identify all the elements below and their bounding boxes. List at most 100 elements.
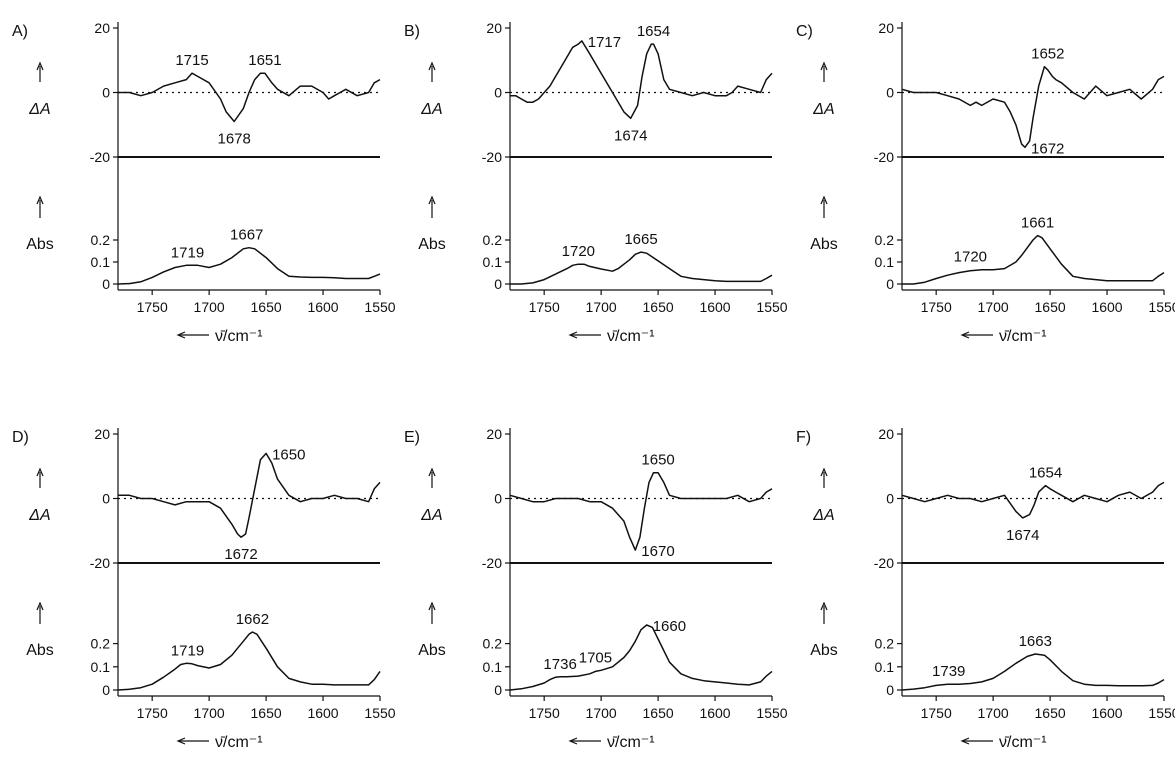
x-axis-label: ν̄/cm⁻¹ xyxy=(215,328,263,345)
diff-y-label: ΔA xyxy=(420,101,442,118)
peak-label: 1719 xyxy=(171,642,204,659)
x-tick-label: 1750 xyxy=(137,299,168,315)
x-tick-label: 1550 xyxy=(756,299,787,315)
diff-y-tick-label: -20 xyxy=(874,149,894,165)
abs-y-tick-label: 0.2 xyxy=(91,636,111,652)
abs-y-tick-label: 0.1 xyxy=(875,254,895,270)
x-arrow-head xyxy=(568,737,578,745)
abs-series-line xyxy=(117,246,381,285)
x-tick-label: 1750 xyxy=(921,705,952,721)
x-arrow-head xyxy=(176,737,186,745)
abs-y-label: Abs xyxy=(810,236,838,253)
x-arrow-head xyxy=(176,331,186,339)
x-tick-label: 1650 xyxy=(1035,299,1066,315)
diff-y-tick-label: 20 xyxy=(94,426,110,442)
diff-y-tick-label: 0 xyxy=(494,85,502,101)
x-tick-label: 1550 xyxy=(1148,299,1175,315)
x-axis-label: ν̄/cm⁻¹ xyxy=(607,328,655,345)
peak-label: 1715 xyxy=(175,52,208,69)
abs-y-tick-label: 0.1 xyxy=(91,254,111,270)
peak-label: 1665 xyxy=(624,231,657,248)
x-tick-label: 1600 xyxy=(1091,705,1122,721)
diff-series-line xyxy=(901,481,1165,519)
x-tick-label: 1550 xyxy=(1148,705,1175,721)
x-tick-label: 1700 xyxy=(978,705,1009,721)
x-tick-label: 1650 xyxy=(1035,705,1066,721)
panel-letter: F) xyxy=(796,429,811,446)
x-arrow-head xyxy=(568,331,578,339)
x-tick-label: 1700 xyxy=(978,299,1009,315)
abs-arrow-head xyxy=(36,195,44,205)
diff-y-tick-label: 0 xyxy=(102,85,110,101)
abs-y-tick-label: 0 xyxy=(494,682,502,698)
diff-series-line xyxy=(118,452,381,538)
x-tick-label: 1700 xyxy=(586,299,617,315)
diff-y-tick-label: 20 xyxy=(878,426,894,442)
diff-y-label: ΔA xyxy=(28,507,50,524)
peak-label: 1672 xyxy=(1031,140,1064,157)
abs-y-tick-label: 0.2 xyxy=(875,232,895,248)
diff-series-line xyxy=(901,65,1165,149)
abs-series-line xyxy=(902,234,1165,285)
peak-label: 1650 xyxy=(641,452,674,469)
peak-label: 1650 xyxy=(272,446,305,463)
diff-y-tick-label: -20 xyxy=(482,149,502,165)
diff-y-label: ΔA xyxy=(812,101,834,118)
peak-label: 1662 xyxy=(236,611,269,628)
peak-label: 1674 xyxy=(1006,527,1039,544)
x-tick-label: 1700 xyxy=(194,705,225,721)
x-tick-label: 1650 xyxy=(251,705,282,721)
panel-b: B) 20 0 -20 0.2 0.1 0 1750 1700 1650 1600 1550 ΔA Abs… xyxy=(404,20,788,345)
diff-y-tick-label: 0 xyxy=(494,491,502,507)
diff-y-tick-label: -20 xyxy=(482,555,502,571)
diff-y-label: ΔA xyxy=(812,507,834,524)
peak-label: 1652 xyxy=(1031,46,1064,63)
x-axis-label: ν̄/cm⁻¹ xyxy=(999,734,1047,751)
peak-label: 1672 xyxy=(224,546,257,563)
panel-d: D) 20 0 -20 0.2 0.1 0 1750 1700 1650 1600 1550 ΔA Abs… xyxy=(12,426,396,751)
panel-f: F) 20 0 -20 0.2 0.1 0 1750 1700 1650 1600 1550 ΔA Abs… xyxy=(796,426,1175,751)
abs-arrow-head xyxy=(428,601,436,611)
peak-label: 1720 xyxy=(562,243,595,260)
peak-label: 1654 xyxy=(637,23,670,40)
x-tick-label: 1550 xyxy=(364,299,395,315)
x-tick-label: 1600 xyxy=(307,705,338,721)
diff-y-tick-label: 0 xyxy=(886,491,894,507)
peak-label: 1654 xyxy=(1029,465,1062,482)
abs-y-tick-label: 0.2 xyxy=(483,232,503,248)
peak-label: 1720 xyxy=(954,249,987,266)
diff-y-tick-label: 0 xyxy=(102,491,110,507)
x-tick-label: 1750 xyxy=(529,299,560,315)
x-tick-label: 1600 xyxy=(1091,299,1122,315)
peak-label: 1661 xyxy=(1021,215,1054,232)
diff-y-tick-label: 20 xyxy=(878,20,894,36)
abs-y-label: Abs xyxy=(418,642,446,659)
panel-letter: C) xyxy=(796,23,813,40)
peak-label: 1736 xyxy=(543,656,576,673)
peak-label: 1719 xyxy=(171,244,204,261)
x-tick-label: 1700 xyxy=(194,299,225,315)
x-tick-label: 1650 xyxy=(251,299,282,315)
diff-series-line xyxy=(510,40,773,120)
diff-arrow-head xyxy=(820,467,828,477)
abs-y-tick-label: 0.1 xyxy=(483,659,503,675)
diff-arrow-head xyxy=(428,61,436,71)
diff-y-tick-label: -20 xyxy=(90,149,110,165)
peak-label: 1705 xyxy=(579,649,612,666)
diff-y-label: ΔA xyxy=(420,507,442,524)
panel-c: C) 20 0 -20 0.2 0.1 0 1750 1700 1650 1600 1550 ΔA Abs… xyxy=(796,20,1175,345)
peak-label: 1674 xyxy=(614,127,647,144)
abs-y-label: Abs xyxy=(26,642,54,659)
diff-arrow-head xyxy=(36,61,44,71)
abs-y-tick-label: 0.2 xyxy=(875,636,895,652)
panel-a: A) 20 0 -20 0.2 0.1 0 1750 1700 1650 1600 1550 ΔA Abs… xyxy=(12,20,396,345)
diff-y-label: ΔA xyxy=(28,101,50,118)
x-tick-label: 1600 xyxy=(699,705,730,721)
x-axis-label: ν̄/cm⁻¹ xyxy=(999,328,1047,345)
x-tick-label: 1550 xyxy=(364,705,395,721)
abs-y-tick-label: 0.1 xyxy=(483,254,503,270)
abs-y-tick-label: 0 xyxy=(886,682,894,698)
abs-series-line xyxy=(901,653,1165,691)
abs-y-label: Abs xyxy=(810,642,838,659)
diff-arrow-head xyxy=(820,61,828,71)
